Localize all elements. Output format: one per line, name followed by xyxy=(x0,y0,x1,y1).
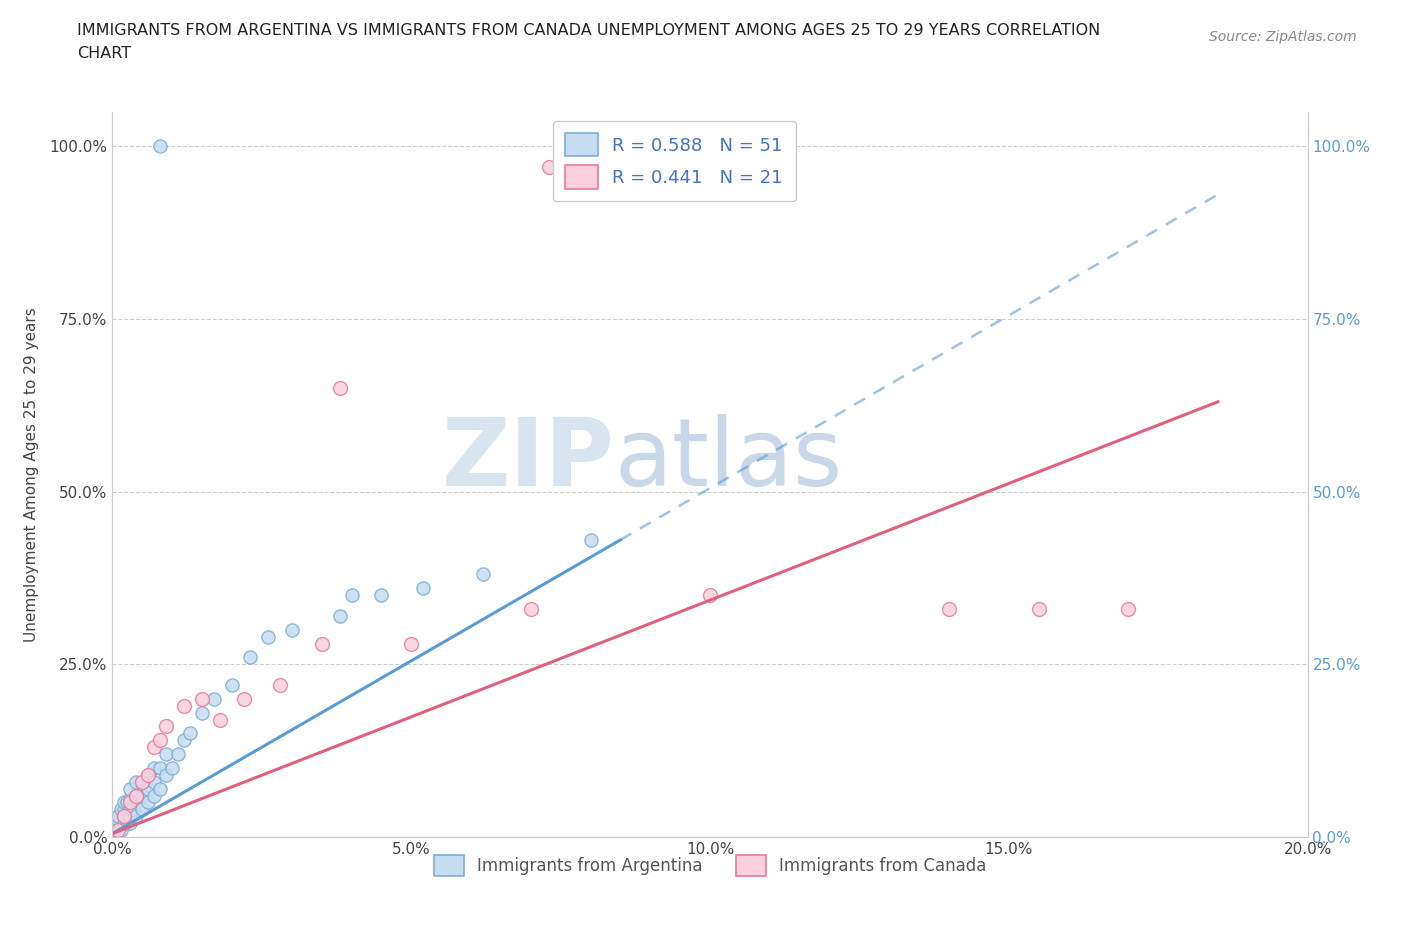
Point xyxy=(117,816,139,830)
Point xyxy=(107,816,129,830)
Point xyxy=(202,691,225,706)
Point xyxy=(125,788,148,803)
Point xyxy=(173,698,195,713)
Point xyxy=(125,809,148,824)
Point xyxy=(191,705,214,720)
Point xyxy=(105,819,128,834)
Point xyxy=(120,781,142,796)
Point xyxy=(117,795,139,810)
Point xyxy=(120,791,142,806)
Point xyxy=(257,630,280,644)
Point xyxy=(143,788,166,803)
Point xyxy=(162,761,183,776)
Point xyxy=(114,816,135,830)
Point xyxy=(143,775,166,790)
Point xyxy=(329,608,352,623)
Text: Source: ZipAtlas.com: Source: ZipAtlas.com xyxy=(1209,30,1357,44)
Point xyxy=(107,823,129,838)
Point xyxy=(412,581,434,596)
Point xyxy=(329,380,352,395)
Point xyxy=(107,809,129,824)
Point xyxy=(122,802,145,817)
Point xyxy=(104,823,127,838)
Point xyxy=(149,761,172,776)
Point xyxy=(131,775,153,790)
Text: atlas: atlas xyxy=(614,414,842,506)
Point xyxy=(114,809,135,824)
Point xyxy=(537,159,560,174)
Point xyxy=(120,795,142,810)
Point xyxy=(191,691,214,706)
Point xyxy=(155,719,177,734)
Point xyxy=(125,788,148,803)
Point xyxy=(114,802,135,817)
Point xyxy=(221,678,243,693)
Text: ZIP: ZIP xyxy=(441,414,614,506)
Point xyxy=(143,761,166,776)
Point xyxy=(138,795,160,810)
Point xyxy=(138,781,160,796)
Point xyxy=(472,567,495,582)
Point xyxy=(120,802,142,817)
Point xyxy=(239,650,262,665)
Point xyxy=(131,802,153,817)
Legend: Immigrants from Argentina, Immigrants from Canada: Immigrants from Argentina, Immigrants fr… xyxy=(427,848,993,884)
Point xyxy=(173,733,195,748)
Point xyxy=(131,775,153,790)
Point xyxy=(699,588,721,603)
Point xyxy=(138,767,160,782)
Point xyxy=(110,802,132,817)
Point xyxy=(114,809,135,824)
Point xyxy=(281,622,304,637)
Point xyxy=(1028,602,1050,617)
Point xyxy=(149,781,172,796)
Point xyxy=(143,739,166,754)
Point xyxy=(110,823,132,838)
Point xyxy=(233,691,256,706)
Point xyxy=(401,636,423,651)
Text: IMMIGRANTS FROM ARGENTINA VS IMMIGRANTS FROM CANADA UNEMPLOYMENT AMONG AGES 25 T: IMMIGRANTS FROM ARGENTINA VS IMMIGRANTS … xyxy=(77,23,1101,38)
Point xyxy=(114,795,135,810)
Point xyxy=(370,588,392,603)
Point xyxy=(167,747,190,762)
Text: CHART: CHART xyxy=(77,46,131,61)
Point xyxy=(311,636,333,651)
Point xyxy=(125,775,148,790)
Point xyxy=(131,788,153,803)
Point xyxy=(155,767,177,782)
Point xyxy=(1118,602,1140,617)
Point xyxy=(125,795,148,810)
Point xyxy=(107,812,129,827)
Point xyxy=(340,588,363,603)
Point xyxy=(149,139,172,153)
Point xyxy=(120,816,142,830)
Point xyxy=(155,747,177,762)
Point xyxy=(138,767,160,782)
Point xyxy=(269,678,291,693)
Point xyxy=(938,602,960,617)
Point xyxy=(520,602,543,617)
Point xyxy=(579,533,602,548)
Point xyxy=(179,726,201,741)
Point xyxy=(209,712,232,727)
Point xyxy=(120,809,142,824)
Point xyxy=(149,733,172,748)
Y-axis label: Unemployment Among Ages 25 to 29 years: Unemployment Among Ages 25 to 29 years xyxy=(24,307,38,642)
